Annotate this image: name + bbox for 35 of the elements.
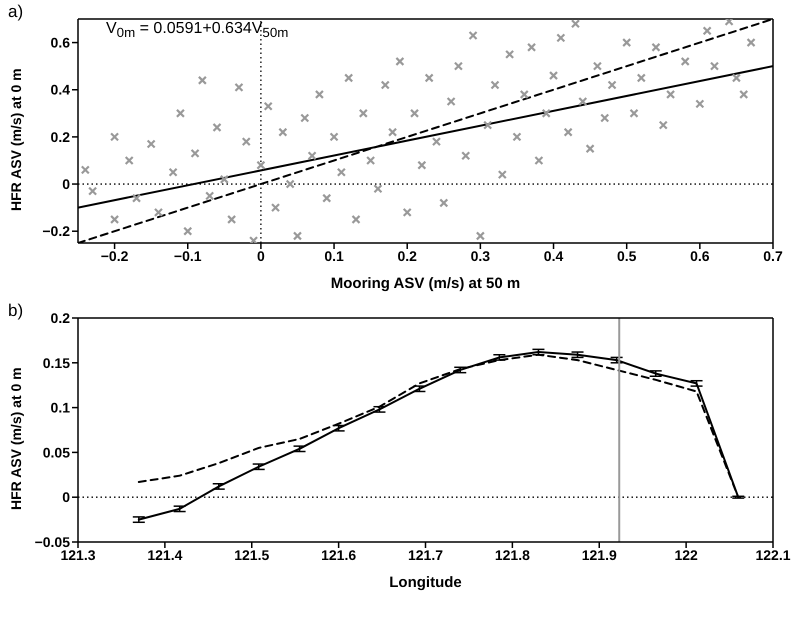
x-tick-label: 121.4: [147, 546, 183, 563]
x-axis-title: Mooring ASV (m/s) at 50 m: [330, 275, 520, 292]
y-tick-label: 0: [62, 176, 70, 192]
text: b): [8, 301, 24, 321]
x-tick-label: 121.5: [234, 546, 270, 563]
x-tick-label: 0.1: [324, 248, 344, 264]
y-tick-label: 0.15: [42, 354, 70, 371]
x-tick-label: 122.1: [755, 546, 791, 563]
x-tick-label: −0.1: [174, 248, 202, 264]
x-axis-title: Longitude: [389, 574, 462, 591]
y-tick-label: 0.1: [50, 400, 70, 416]
y-tick-label: 0.4: [50, 82, 70, 98]
x-tick-label: 121.7: [408, 546, 444, 563]
y-tick-label: 0: [62, 489, 70, 506]
text: a): [8, 2, 24, 22]
annotation: V$_{0m}$ = 0.0591+0.634V$_{50m}$: [106, 20, 288, 40]
x-tick-label: 121.6: [321, 546, 356, 563]
x-tick-label: −0.2: [100, 248, 129, 264]
x-tick-label: 0.7: [763, 248, 783, 264]
x-tick-label: 122: [674, 546, 698, 563]
x-tick-label: 0: [256, 248, 265, 264]
y-tick-label: −0.2: [42, 223, 70, 240]
x-tick-label: 121.9: [582, 546, 617, 563]
y-tick-label: 0.2: [50, 128, 70, 145]
x-tick-label: 0.5: [616, 248, 637, 264]
y-axis-title: HFR ASV (m/s) at 0 m: [8, 68, 24, 211]
x-tick-label: 0.6: [690, 248, 710, 264]
x-tick-label: 0.3: [470, 248, 490, 264]
x-tick-label: 121.8: [494, 546, 530, 563]
x-tick-label: 0.4: [544, 248, 564, 264]
y-tick-label: 0.05: [42, 444, 70, 460]
x-tick-label: 0.2: [397, 248, 418, 264]
y-tick-label: 0.6: [50, 34, 70, 51]
y-axis-title: HFR ASV (m/s) at 0 m: [8, 367, 24, 510]
y-tick-label: 0.2: [50, 310, 70, 326]
